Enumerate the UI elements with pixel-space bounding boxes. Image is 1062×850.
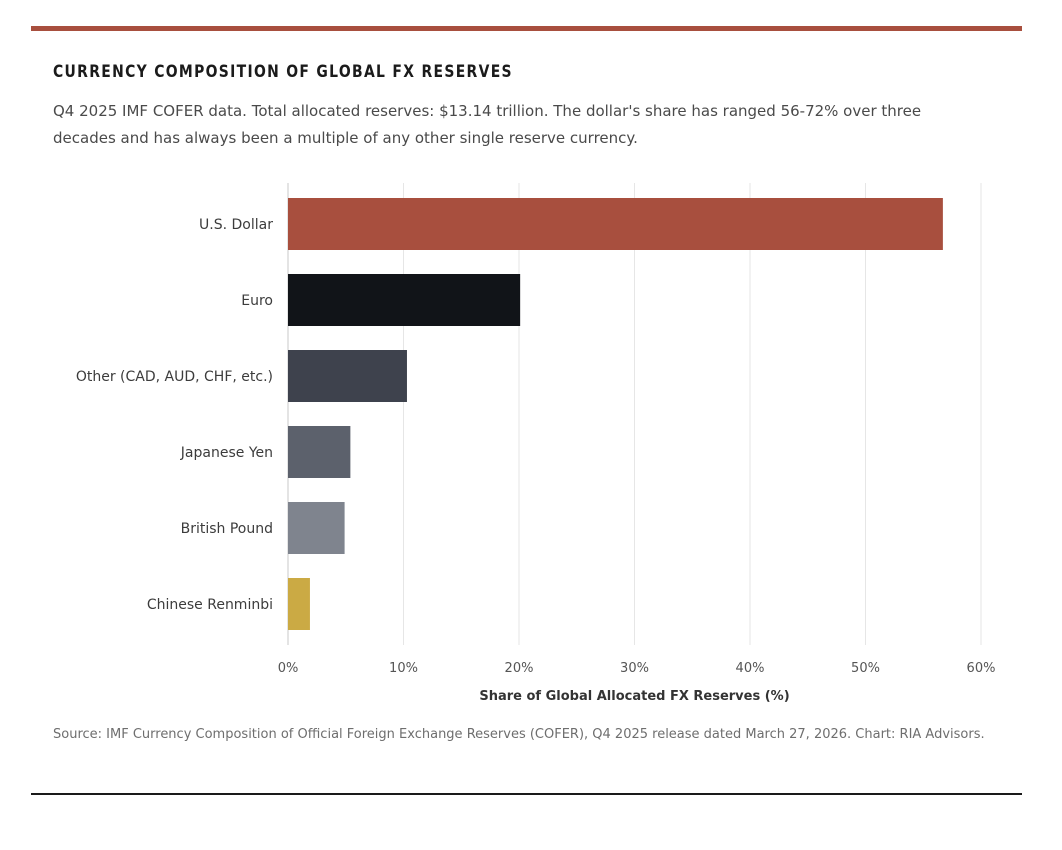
- category-label: Japanese Yen: [180, 445, 273, 461]
- x-tick-label: 50%: [851, 661, 880, 676]
- x-tick-label: 40%: [736, 661, 765, 676]
- chart-subtitle: Q4 2025 IMF COFER data. Total allocated …: [53, 102, 922, 147]
- x-tick-label: 60%: [967, 661, 996, 676]
- bar: [288, 350, 407, 402]
- bars: [288, 198, 943, 630]
- bar: [288, 426, 351, 478]
- gridlines: [287, 183, 982, 645]
- bottom-rule: [31, 793, 1022, 795]
- x-tick-labels: 0% 10% 20% 30% 40% 50% 60%: [278, 661, 996, 676]
- x-axis-label: Share of Global Allocated FX Reserves (%…: [479, 689, 789, 704]
- bar-chart: U.S. Dollar Euro Other (CAD, AUD, CHF, etc…: [76, 183, 996, 704]
- category-label: Euro: [241, 293, 273, 309]
- category-label: Chinese Renminbi: [147, 597, 273, 613]
- category-label: British Pound: [181, 521, 273, 537]
- x-tick-label: 30%: [620, 661, 649, 676]
- x-tick-label: 0%: [278, 661, 299, 676]
- bar: [288, 274, 521, 326]
- source-note: Source: IMF Currency Composition of Offi…: [53, 727, 985, 742]
- category-label: Other (CAD, AUD, CHF, etc.): [76, 369, 273, 385]
- chart-title: CURRENCY COMPOSITION OF GLOBAL FX RESERV…: [53, 62, 513, 82]
- bar: [288, 198, 943, 250]
- bar: [288, 578, 310, 630]
- x-tick-label: 20%: [505, 661, 534, 676]
- category-labels: U.S. Dollar Euro Other (CAD, AUD, CHF, etc…: [76, 217, 273, 613]
- top-accent-rule: [31, 26, 1022, 31]
- bar: [288, 502, 345, 554]
- x-tick-label: 10%: [389, 661, 418, 676]
- category-label: U.S. Dollar: [199, 217, 273, 233]
